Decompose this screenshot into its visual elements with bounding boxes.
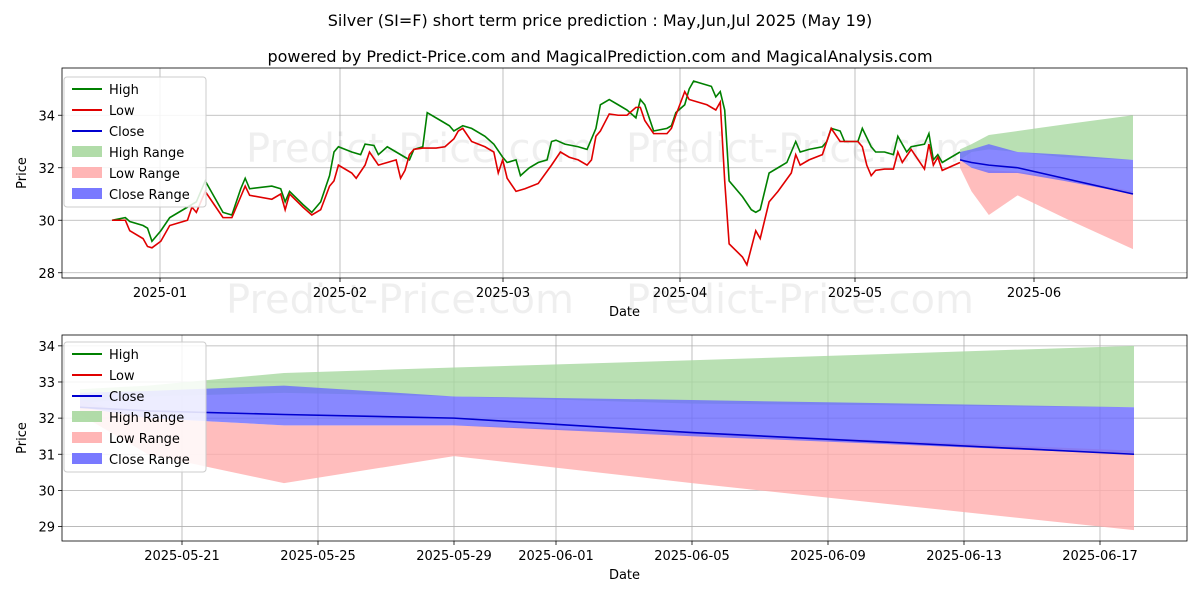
close-range-band <box>80 385 1134 455</box>
x-tick-label: 2025-03 <box>476 286 530 301</box>
legend-high-range-swatch <box>72 411 102 422</box>
legend-low-label: Low <box>109 104 135 119</box>
chart-subtitle: powered by Predict-Price.com and Magical… <box>267 47 932 66</box>
y-tick-label: 30 <box>38 214 55 229</box>
legend-high-range-label: High Range <box>109 146 184 161</box>
x-tick-label: 2025-06-17 <box>1062 549 1138 564</box>
legend: High Low Close High Range Low Range Close Ran… <box>63 76 207 208</box>
x-axis-label: Date <box>609 305 640 320</box>
x-tick-label: 2025-01 <box>133 286 187 301</box>
x-tick-label: 2025-06-01 <box>518 549 594 564</box>
legend: High Low Close High Range Low Range Close Ran… <box>63 341 207 473</box>
y-tick-label: 32 <box>38 162 55 177</box>
low-range-band <box>960 157 1133 250</box>
main-chart-panel: 2025-01 2025-02 2025-03 2025-04 2025-05 2025-… <box>15 67 1188 323</box>
legend-close-label: Close <box>109 125 144 140</box>
zoom-chart-panel: 2025-05-21 2025-05-25 2025-05-29 2025-06-01… <box>15 334 1188 583</box>
y-tick-label: 34 <box>38 340 55 355</box>
legend-low-range-swatch <box>72 432 102 443</box>
watermark: Predict-Price.com <box>626 277 974 323</box>
x-tick-label: 2025-04 <box>653 286 707 301</box>
y-tick-label: 33 <box>38 376 55 391</box>
low-line <box>112 89 961 267</box>
legend-close-range-swatch <box>72 453 102 464</box>
x-tick-label: 2025-02 <box>313 286 367 301</box>
close-range-band <box>960 144 1133 194</box>
legend-close-range-label: Close Range <box>109 453 190 468</box>
y-tick-label: 34 <box>38 109 55 124</box>
watermark: Predict-Price.com <box>226 277 574 323</box>
legend-high-range-label: High Range <box>109 411 184 426</box>
low-range-band <box>80 400 1134 531</box>
legend-low-label: Low <box>109 369 135 384</box>
legend-low-range-label: Low Range <box>109 167 180 182</box>
plot-frame <box>61 67 1188 279</box>
plot-frame <box>61 334 1188 542</box>
x-tick-label: 2025-06-05 <box>654 549 730 564</box>
y-tick-label: 32 <box>38 412 55 427</box>
y-tick-label: 29 <box>38 521 55 536</box>
chart-title: Silver (SI=F) short term price predictio… <box>328 11 873 30</box>
x-tick-label: 2025-05-21 <box>144 549 220 564</box>
close-line <box>959 159 1134 195</box>
x-tick-label: 2025-05-25 <box>280 549 356 564</box>
legend-high-label: High <box>109 83 139 98</box>
legend-close-range-swatch <box>72 188 102 199</box>
x-tick-label: 2025-06-13 <box>926 549 1002 564</box>
y-axis-label: Price <box>15 422 30 454</box>
x-tick-label: 2025-05-29 <box>416 549 492 564</box>
legend-low-range-swatch <box>72 167 102 178</box>
legend-high-label: High <box>109 348 139 363</box>
x-tick-label: 2025-06-09 <box>790 549 866 564</box>
legend-close-label: Close <box>109 390 144 405</box>
legend-close-range-label: Close Range <box>109 188 190 203</box>
y-axis-label: Price <box>15 157 30 189</box>
y-tick-label: 28 <box>38 267 55 282</box>
legend-low-range-label: Low Range <box>109 432 180 447</box>
legend-high-range-swatch <box>72 146 102 157</box>
y-tick-label: 31 <box>38 448 55 463</box>
y-tick-label: 30 <box>38 484 55 499</box>
x-axis-label: Date <box>609 568 640 583</box>
x-tick-label: 2025-06 <box>1007 286 1061 301</box>
x-tick-label: 2025-05 <box>828 286 882 301</box>
